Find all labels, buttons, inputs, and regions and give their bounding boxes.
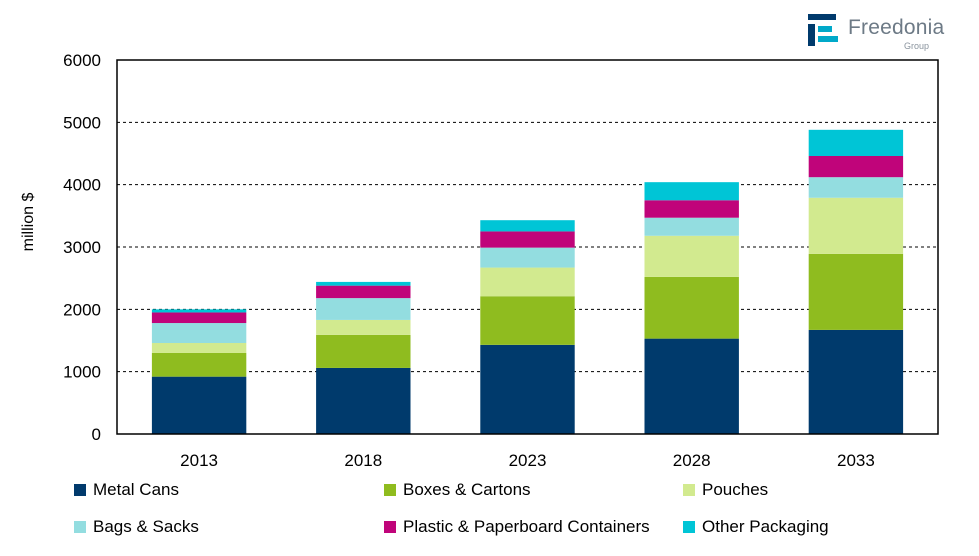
bar-segment <box>151 342 247 353</box>
legend-item: Bags & Sacks <box>74 517 199 537</box>
y-tick-label: 5000 <box>63 113 101 132</box>
y-axis-label: million $ <box>20 193 37 252</box>
brand-sub: Group <box>904 41 930 51</box>
bar-segment <box>808 197 904 254</box>
bar-segment <box>151 309 247 313</box>
legend-swatch <box>683 521 695 533</box>
legend-item: Pouches <box>683 480 768 500</box>
chart-legend: Metal Cans Boxes & Cartons Pouches Bags & S… <box>74 480 954 550</box>
legend-label: Metal Cans <box>93 480 179 499</box>
bar-segment <box>808 329 904 434</box>
bar-segment <box>151 352 247 377</box>
x-tick-label: 2028 <box>673 451 711 470</box>
legend-item: Plastic & Paperboard Containers <box>384 517 650 537</box>
bar-segment <box>480 231 575 248</box>
bar-segment <box>808 177 904 198</box>
plot-frame <box>116 59 939 435</box>
bar-segment <box>644 200 739 218</box>
legend-item: Other Packaging <box>683 517 829 537</box>
bar-segment <box>480 296 575 345</box>
bar-segment <box>316 319 411 335</box>
legend-item: Boxes & Cartons <box>384 480 531 500</box>
bar-segment <box>808 253 904 330</box>
legend-swatch <box>74 521 86 533</box>
bar-stack-2033 <box>808 129 904 434</box>
bar-segment <box>644 338 739 434</box>
bar-segment <box>316 298 411 320</box>
y-tick-label: 4000 <box>63 176 101 195</box>
bar-segment <box>316 367 411 434</box>
legend-swatch <box>384 521 396 533</box>
freedonia-mark-icon <box>808 14 838 46</box>
legend-swatch <box>683 484 695 496</box>
bar-segment <box>316 334 411 368</box>
bar-segment <box>151 323 247 343</box>
bar-stack-2013 <box>151 309 247 434</box>
bar-stacks <box>151 129 904 434</box>
brand-name: Freedonia <box>848 16 945 39</box>
bar-segment <box>316 285 411 299</box>
bar-segment <box>480 220 575 232</box>
y-tick-label: 2000 <box>63 300 101 319</box>
bar-segment <box>480 344 575 434</box>
x-tick-label: 2018 <box>344 451 382 470</box>
bar-segment <box>480 267 575 297</box>
legend-item: Metal Cans <box>74 480 179 500</box>
legend-swatch <box>384 484 396 496</box>
x-tick-label: 2023 <box>509 451 547 470</box>
bar-segment <box>644 217 739 236</box>
legend-swatch <box>74 484 86 496</box>
y-tick-label: 3000 <box>63 238 101 257</box>
bar-segment <box>316 281 411 286</box>
legend-label: Bags & Sacks <box>93 517 199 536</box>
y-tick-label: 6000 <box>63 51 101 70</box>
x-tick-label: 2013 <box>180 451 218 470</box>
legend-label: Pouches <box>702 480 769 499</box>
bar-segment <box>644 235 739 277</box>
bar-segment <box>151 376 247 434</box>
legend-label: Other Packaging <box>702 517 829 536</box>
y-tick-label: 0 <box>92 425 101 444</box>
bar-stack-2028 <box>644 182 739 434</box>
freedonia-logo: Freedonia Group <box>806 12 956 52</box>
bar-segment <box>808 129 904 156</box>
bar-stack-2023 <box>480 220 575 434</box>
bar-segment <box>644 276 739 339</box>
legend-label: Plastic & Paperboard Containers <box>403 517 650 536</box>
y-tick-labels: 0 1000 2000 3000 4000 5000 6000 <box>63 51 101 444</box>
bar-segment <box>644 182 739 201</box>
x-tick-label: 2033 <box>837 451 875 470</box>
y-tick-label: 1000 <box>63 363 101 382</box>
bar-segment <box>480 247 575 268</box>
legend-label: Boxes & Cartons <box>403 480 531 499</box>
x-tick-labels: 2013 2018 2023 2028 2033 <box>180 451 875 470</box>
bar-stack-2018 <box>316 281 411 434</box>
bar-segment <box>151 312 247 324</box>
bar-segment <box>808 155 904 178</box>
